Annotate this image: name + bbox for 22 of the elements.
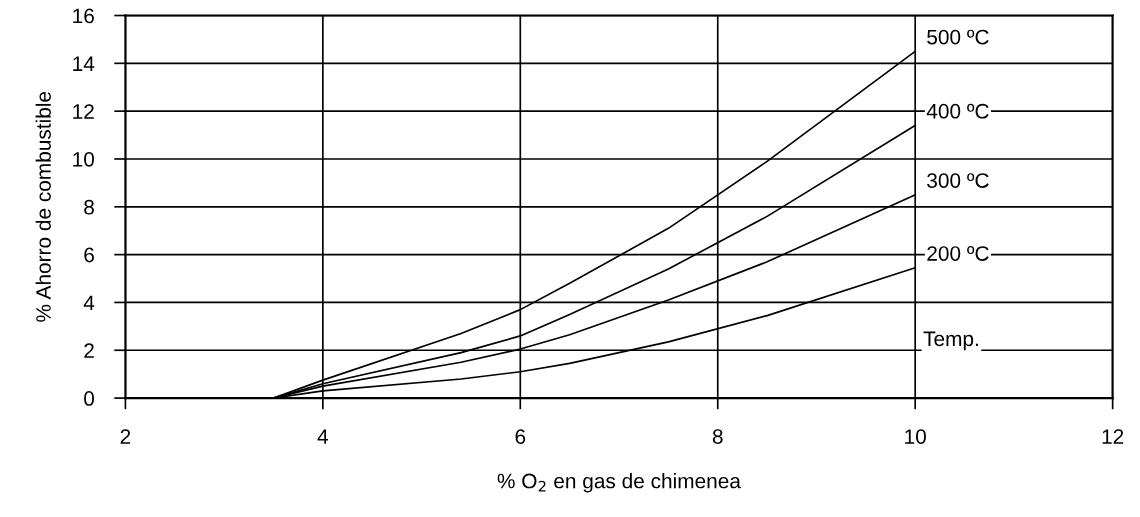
series-label: 200 ºC: [927, 246, 989, 261]
x-tick-label: 2: [120, 429, 131, 444]
series-label: 300 ºC: [927, 173, 989, 188]
x-tick-label: 8: [712, 429, 723, 444]
y-axis-title: % Ahorro de combustible: [35, 91, 51, 322]
y-tick-label: 6: [84, 247, 94, 263]
x-tick-label: 10: [905, 429, 926, 444]
series-label: 500 ºC: [927, 29, 989, 45]
y-tick-label: 12: [73, 104, 94, 119]
y-tick-label: 10: [73, 151, 95, 167]
y-tick-label: 2: [84, 343, 94, 358]
y-tick-label: 14: [73, 56, 95, 71]
x-tick-label: 4: [317, 429, 329, 444]
y-tick-label: 16: [73, 8, 94, 24]
x-axis-title: % O$_{2}$ en gas de chimenea: [497, 473, 741, 493]
x-tick-label: 12: [1102, 429, 1124, 444]
annotation: Temp.: [923, 331, 978, 351]
series-label: 400 ºC: [926, 103, 989, 119]
y-tick-label: 0: [84, 391, 95, 406]
y-tick-label: 8: [84, 199, 94, 215]
x-tick-label: 6: [515, 429, 526, 444]
y-tick-label: 4: [83, 295, 95, 310]
